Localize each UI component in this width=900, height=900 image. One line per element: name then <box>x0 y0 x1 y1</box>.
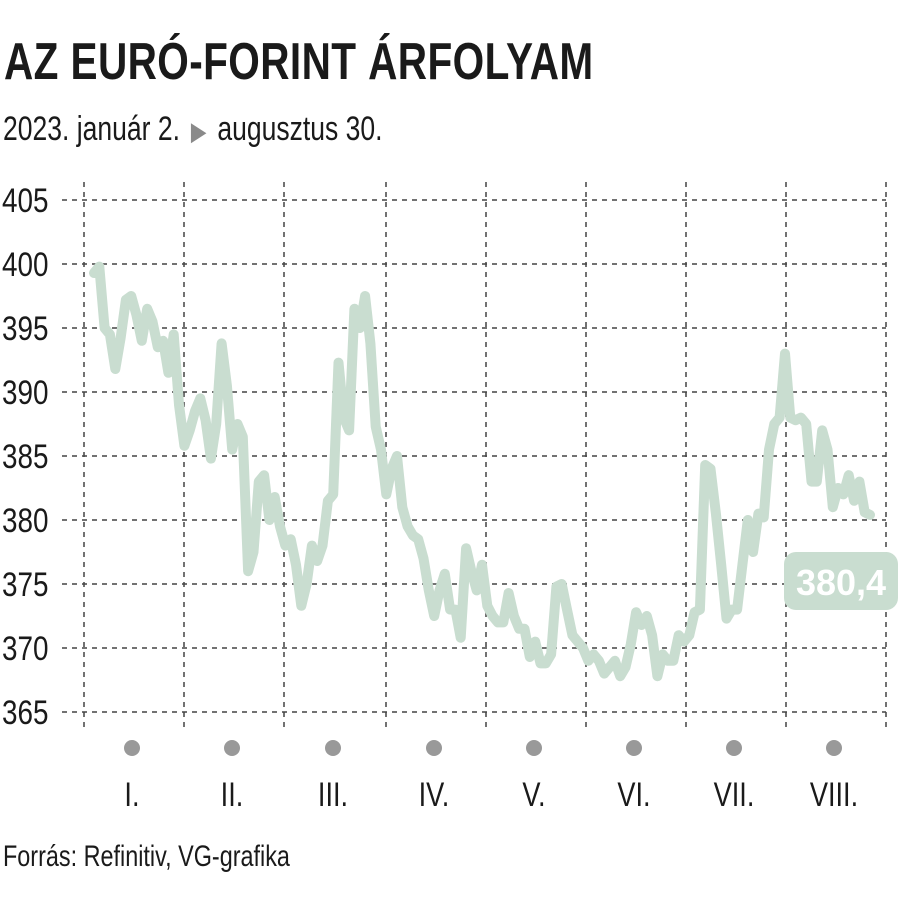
x-axis-months: I. II. III. IV. V. VI. VII. VIII. <box>124 740 858 814</box>
month-label: VII. <box>714 775 755 814</box>
y-tick-label: 385 <box>2 437 49 475</box>
chart-subtitle: 2023. január 2. ▶ augusztus 30. <box>3 110 383 149</box>
y-axis-ticks: 405 400 395 390 385 380 375 370 365 <box>2 181 49 731</box>
month-dot <box>325 740 341 756</box>
play-arrow-icon: ▶ <box>190 116 207 146</box>
month-dot <box>726 740 742 756</box>
subtitle-end-date: augusztus 30. <box>217 110 383 148</box>
end-value-text: 380,4 <box>796 562 886 603</box>
y-tick-label: 405 <box>2 181 49 219</box>
end-value-badge <box>784 552 898 610</box>
y-tick-label: 365 <box>2 693 49 731</box>
month-dot <box>224 740 240 756</box>
y-tick-label: 375 <box>2 565 49 603</box>
y-tick-label: 395 <box>2 309 49 347</box>
month-dot <box>826 740 842 756</box>
month-label: V. <box>522 775 545 814</box>
y-tick-label: 380 <box>2 501 49 539</box>
month-label: III. <box>318 775 348 814</box>
month-label: IV. <box>419 775 450 814</box>
month-label: II. <box>221 775 244 814</box>
y-tick-label: 400 <box>2 245 49 283</box>
series-line <box>89 261 875 682</box>
month-label: VI. <box>617 775 650 814</box>
end-value-label: 380,4 <box>784 552 898 610</box>
month-label: VIII. <box>810 775 858 814</box>
month-dot <box>426 740 442 756</box>
y-tick-label: 390 <box>2 373 49 411</box>
month-dot <box>526 740 542 756</box>
gridlines <box>62 182 887 730</box>
month-dot <box>626 740 642 756</box>
source-note: Forrás: Refinitiv, VG-grafika <box>3 840 290 873</box>
month-label: I. <box>124 775 139 814</box>
y-tick-label: 370 <box>2 629 49 667</box>
subtitle-start-date: 2023. január 2. <box>3 110 180 148</box>
chart-title: AZ EURÓ-FORINT ÁRFOLYAM <box>4 33 594 91</box>
month-dot <box>124 740 140 756</box>
